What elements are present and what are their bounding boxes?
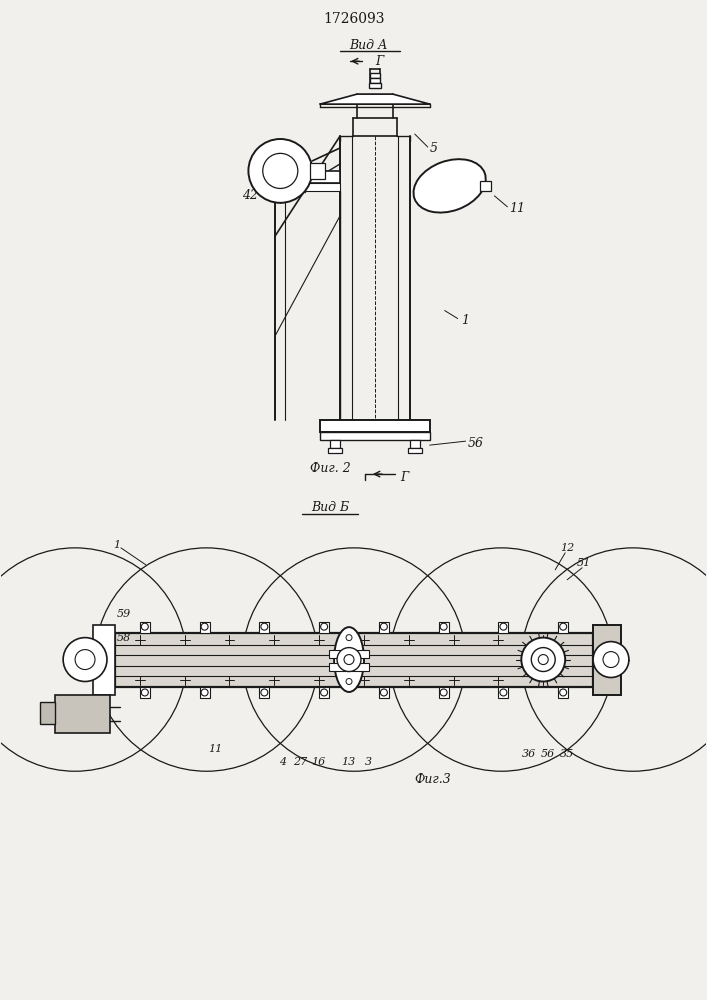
Text: Вид А: Вид А [349, 39, 387, 52]
Text: 51: 51 [577, 558, 591, 568]
Bar [379, 622, 389, 633]
Bar [559, 687, 568, 698]
Bar [408, 448, 422, 453]
Text: 1: 1 [113, 540, 120, 550]
Bar [319, 622, 329, 633]
Bar [329, 663, 369, 671]
Bar [498, 622, 508, 633]
Text: 42: 42 [243, 189, 258, 202]
Circle shape [538, 655, 548, 665]
Bar [259, 687, 269, 698]
Bar [40, 702, 55, 724]
Bar [379, 687, 389, 698]
Bar [199, 622, 209, 633]
Circle shape [593, 642, 629, 678]
Bar [275, 183, 340, 191]
Bar [438, 687, 449, 698]
Polygon shape [320, 94, 430, 104]
Bar [438, 622, 449, 633]
Text: Г: Г [375, 55, 383, 68]
Text: 27: 27 [293, 757, 308, 767]
Bar [593, 625, 621, 695]
Bar [55, 695, 110, 733]
Text: 59: 59 [117, 609, 131, 619]
Text: 56: 56 [541, 749, 556, 759]
Bar [410, 440, 420, 448]
Text: 11: 11 [509, 202, 525, 215]
Text: Фиг. 2: Фиг. 2 [310, 462, 351, 475]
Text: Фиг.3: Фиг.3 [415, 773, 452, 786]
Bar [498, 687, 508, 698]
Bar [320, 420, 430, 432]
Bar [259, 622, 269, 633]
Text: 56: 56 [467, 437, 484, 450]
Bar [275, 171, 340, 183]
Bar [328, 448, 342, 453]
Text: 16: 16 [311, 757, 325, 767]
Circle shape [248, 139, 312, 203]
Bar [330, 440, 340, 448]
Bar [319, 687, 329, 698]
Text: 13: 13 [341, 757, 355, 767]
Bar [479, 181, 491, 191]
Ellipse shape [414, 159, 486, 213]
Circle shape [63, 638, 107, 681]
Text: 4: 4 [279, 757, 286, 767]
Text: Вид Б: Вид Б [311, 501, 349, 514]
Bar [310, 163, 325, 179]
Ellipse shape [334, 627, 364, 692]
Bar [140, 687, 150, 698]
Text: Г: Г [400, 471, 408, 484]
Text: 3: 3 [364, 757, 371, 767]
Text: 5: 5 [430, 142, 438, 155]
Bar [140, 622, 150, 633]
Bar [115, 633, 593, 687]
Bar [369, 83, 381, 88]
Text: 36: 36 [522, 749, 537, 759]
Text: 11: 11 [209, 744, 223, 754]
Bar [559, 622, 568, 633]
Circle shape [337, 648, 361, 672]
Text: 35: 35 [560, 749, 574, 759]
Text: 1: 1 [462, 314, 469, 327]
Bar [93, 625, 115, 695]
Text: 12: 12 [560, 543, 574, 553]
Bar [370, 78, 380, 83]
Text: 1726093: 1726093 [323, 12, 385, 26]
Bar [320, 432, 430, 440]
Text: 41: 41 [315, 172, 331, 185]
Bar [329, 650, 369, 658]
Bar [199, 687, 209, 698]
Circle shape [344, 655, 354, 665]
Circle shape [521, 638, 565, 681]
Text: 58: 58 [117, 633, 131, 643]
Bar [370, 73, 380, 78]
